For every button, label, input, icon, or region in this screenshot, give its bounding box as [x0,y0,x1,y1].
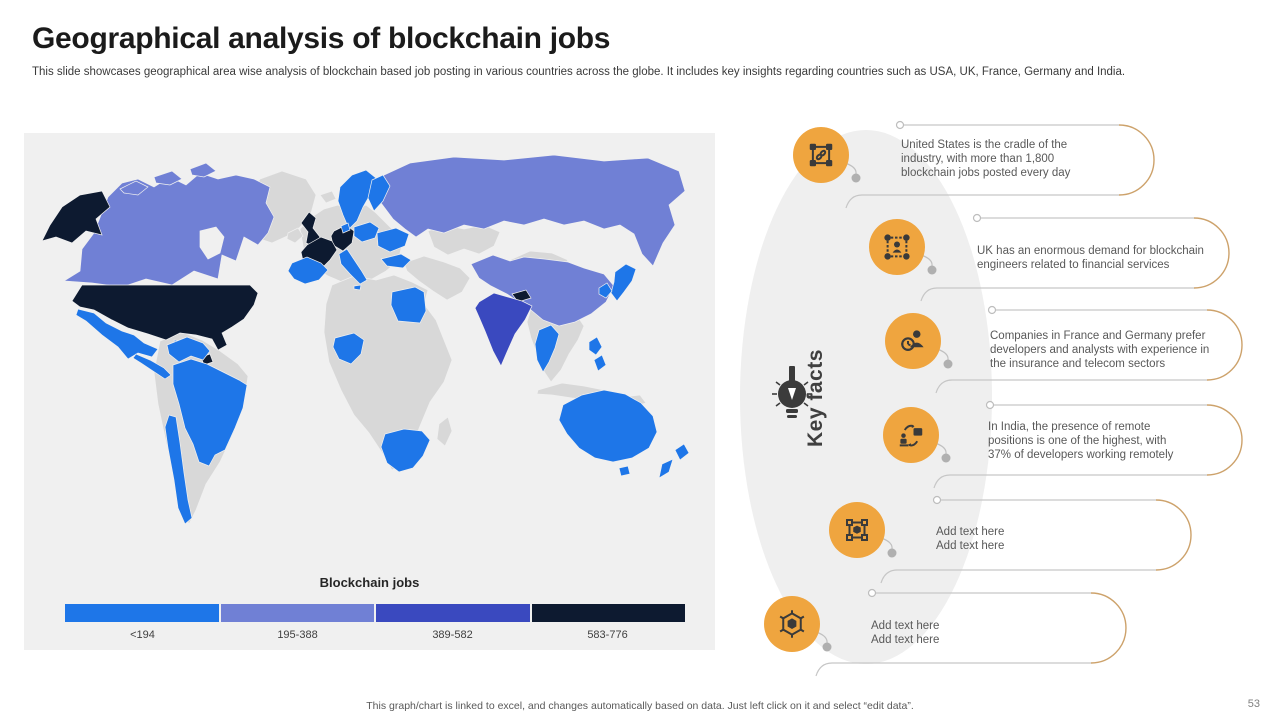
legend-swatch-4 [531,604,685,622]
region-iberia [287,256,329,285]
country-canada [62,172,275,288]
legend-label-1: <194 [130,629,155,641]
callout-bubble-4 [933,400,1243,489]
legend-swatch-2 [220,604,374,622]
country-russia [373,154,686,267]
callout-bubble-3 [935,305,1243,394]
country-india [474,292,533,367]
country-finland [367,174,391,212]
cube-frame-icon [829,502,885,558]
arctic-island-2 [153,170,183,186]
country-madagascar [436,416,453,447]
hudson-bay [199,226,225,260]
legend-swatch-1 [65,604,219,622]
hexagon-cube-icon [764,596,820,652]
blockchain-network-icon [793,127,849,183]
callout-bubble-6 [815,588,1127,677]
legend-label-2: 195-388 [277,629,318,641]
legend-title: Blockchain jobs [319,575,420,590]
region-scandinavia [337,169,377,230]
arctic-island-1 [119,180,149,196]
world-map [41,154,690,525]
footer-note: This graph/chart is linked to excel, and… [366,700,914,712]
page-number: 53 [1247,698,1260,710]
callout-connectors [815,120,1243,677]
legend-swatch-3 [376,604,530,622]
country-south-korea [598,282,613,299]
legend-color-bar [65,604,685,622]
region-africa [323,274,453,471]
fact-text-4: In India, the presence of remote positio… [988,421,1174,461]
choropleth-chart[interactable]: Blockchain jobs <194 195-388 389-582 583… [24,133,715,650]
page-subtitle: This slide showcases geographical area w… [32,66,1126,78]
country-japan [610,263,637,302]
island-sicily [353,284,362,291]
country-philippines-south [593,354,607,372]
callout-bubble-2 [920,213,1230,302]
fact-text-3: Companies in France and Germany prefer d… [990,330,1210,370]
arctic-island-3 [189,162,217,178]
country-mexico [75,308,159,360]
fact-text-1: United States is the cradle of the indus… [901,139,1071,179]
country-chile [164,414,193,525]
country-uk [300,211,321,248]
region-middle-east [403,255,471,301]
country-denmark [340,222,351,234]
country-ukraine [376,227,410,253]
lightbulb-pencil-icon [772,366,812,418]
country-usa-alaska [41,190,111,244]
country-ireland [286,227,304,244]
country-south-africa [380,428,431,473]
country-brazil [172,358,248,467]
country-new-zealand-north [674,443,690,461]
fact-text-placeholder-2[interactable]: Add text here Add text here [871,620,940,646]
country-iceland [319,190,337,204]
callout-bubble-1 [844,120,1155,209]
page-title: Geographical analysis of blockchain jobs [32,22,611,55]
country-venezuela [166,336,211,363]
country-china [470,254,615,327]
country-nigeria [332,332,365,365]
legend-label-3: 389-582 [432,629,473,641]
person-clock-icon [885,313,941,369]
legend-label-4: 583-776 [587,629,628,641]
fact-text-2: UK has an enormous demand for blockchain… [977,245,1204,271]
region-central-america [132,353,172,380]
fact-text-placeholder-1[interactable]: Add text here Add text here [936,526,1005,552]
island-tasmania [618,465,631,477]
remote-work-icon [883,407,939,463]
secure-chain-icon [869,219,925,275]
legend-labels: <194 195-388 389-582 583-776 [65,629,685,641]
country-thailand [534,324,560,373]
country-usa [71,284,259,351]
country-italy [338,248,368,285]
country-egypt [390,286,427,324]
country-new-zealand-south [658,458,674,479]
key-facts-heading: Key facts [804,349,827,447]
region-baltic-poland [353,221,380,243]
country-philippines-north [588,336,603,356]
country-australia [558,389,658,463]
country-turkey [380,253,412,269]
